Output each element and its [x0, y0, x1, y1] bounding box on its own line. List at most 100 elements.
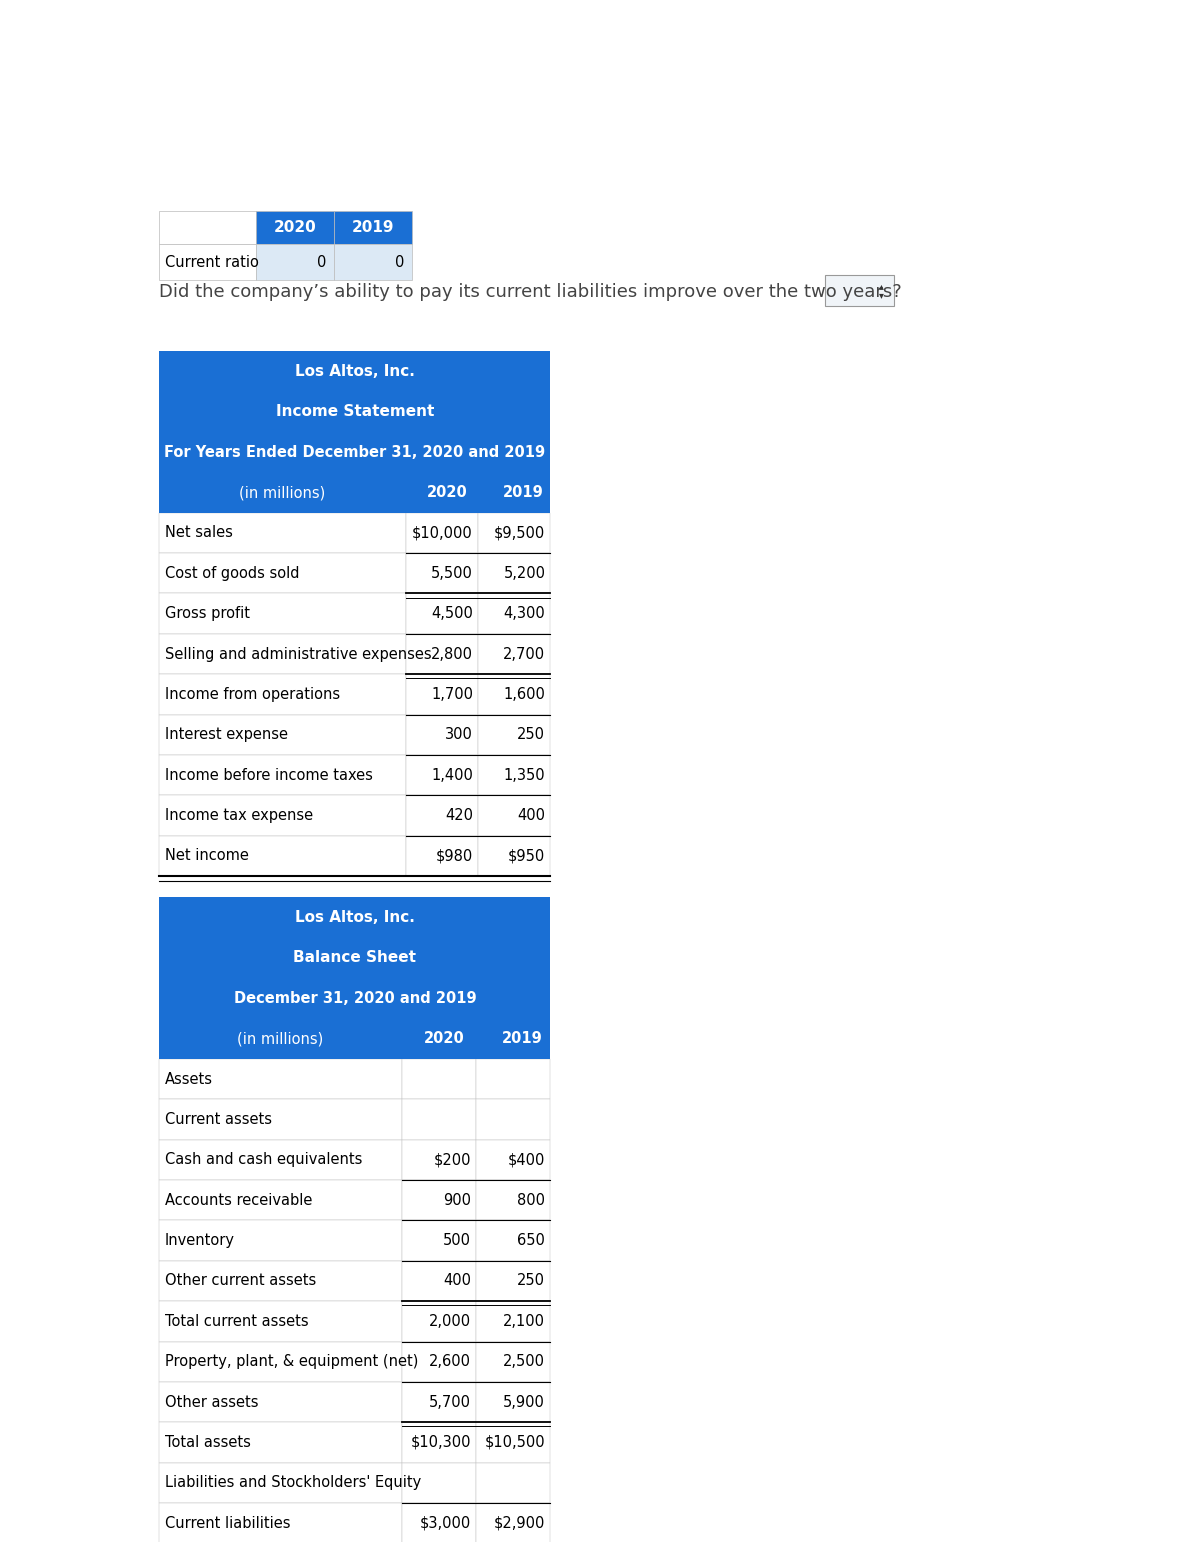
- Bar: [159, 897, 551, 1059]
- Text: Income Statement: Income Statement: [275, 404, 434, 419]
- Text: $2,900: $2,900: [494, 1516, 545, 1531]
- Text: 2,800: 2,800: [431, 646, 472, 662]
- Text: (in millions): (in millions): [240, 486, 325, 500]
- Text: 5,500: 5,500: [431, 566, 472, 581]
- Bar: [159, 634, 406, 674]
- Bar: [478, 796, 551, 836]
- Text: Gross profit: Gross profit: [165, 606, 250, 621]
- Text: Other assets: Other assets: [165, 1394, 259, 1409]
- Text: 2,700: 2,700: [503, 646, 545, 662]
- Text: 0: 0: [317, 254, 326, 270]
- Bar: [478, 836, 551, 876]
- Bar: [402, 1301, 476, 1342]
- Text: 2,000: 2,000: [429, 1314, 471, 1329]
- Text: 4,500: 4,500: [431, 606, 472, 621]
- Text: 250: 250: [518, 728, 545, 742]
- Text: Selling and administrative expenses: Selling and administrative expenses: [165, 646, 432, 662]
- Bar: [402, 1059, 476, 1099]
- Text: Net sales: Net sales: [165, 526, 233, 540]
- Bar: [159, 1059, 402, 1099]
- Bar: [159, 244, 256, 281]
- Bar: [159, 674, 406, 714]
- Text: 1,400: 1,400: [431, 768, 472, 783]
- Text: Net income: Net income: [165, 848, 249, 864]
- Text: $9,500: $9,500: [494, 526, 545, 540]
- Text: Interest expense: Interest expense: [165, 728, 288, 742]
- Bar: [476, 1180, 551, 1220]
- Bar: [476, 1220, 551, 1261]
- Text: $3,000: $3,000: [420, 1516, 471, 1531]
- Bar: [478, 634, 551, 674]
- Text: 2,500: 2,500: [503, 1354, 545, 1369]
- Bar: [476, 1382, 551, 1422]
- Bar: [406, 674, 478, 714]
- Text: 5,700: 5,700: [429, 1394, 471, 1409]
- Bar: [256, 244, 335, 281]
- Bar: [159, 796, 406, 836]
- Text: $10,000: $10,000: [412, 526, 472, 540]
- Bar: [159, 1342, 402, 1382]
- Bar: [478, 756, 551, 796]
- Bar: [402, 1220, 476, 1261]
- Bar: [406, 594, 478, 634]
- Bar: [476, 1059, 551, 1099]
- Text: Total current assets: Total current assets: [165, 1314, 309, 1329]
- Bar: [476, 1422, 551, 1463]
- Text: 420: 420: [445, 808, 472, 823]
- Text: $980: $980: [436, 848, 472, 864]
- Bar: [256, 211, 335, 244]
- Text: Inventory: Inventory: [165, 1234, 235, 1247]
- Bar: [159, 1463, 402, 1503]
- Bar: [406, 756, 478, 796]
- Text: 400: 400: [443, 1274, 471, 1289]
- Bar: [825, 276, 894, 307]
- Text: Balance Sheet: Balance Sheet: [293, 950, 417, 965]
- Text: Income tax expense: Income tax expense: [165, 808, 313, 823]
- Bar: [159, 836, 406, 876]
- Bar: [159, 554, 406, 594]
- Bar: [402, 1422, 476, 1463]
- Text: 2019: 2019: [353, 221, 394, 236]
- Bar: [335, 211, 412, 244]
- Bar: [159, 1140, 402, 1180]
- Text: 2,600: 2,600: [429, 1354, 471, 1369]
- Bar: [159, 1220, 402, 1261]
- Bar: [159, 513, 406, 554]
- Text: Total assets: Total assets: [165, 1436, 250, 1449]
- Text: $10,300: $10,300: [411, 1436, 471, 1449]
- Text: 1,700: 1,700: [431, 686, 472, 702]
- Bar: [406, 554, 478, 594]
- Text: December 31, 2020 and 2019: December 31, 2020 and 2019: [234, 992, 476, 1005]
- Text: (in millions): (in millions): [237, 1032, 324, 1045]
- Bar: [478, 594, 551, 634]
- Text: Income from operations: Income from operations: [165, 686, 339, 702]
- Text: Current liabilities: Current liabilities: [165, 1516, 291, 1531]
- Bar: [402, 1342, 476, 1382]
- Text: 0: 0: [395, 254, 405, 270]
- Text: 300: 300: [445, 728, 472, 742]
- Text: Other current assets: Other current assets: [165, 1274, 316, 1289]
- Bar: [476, 1140, 551, 1180]
- Text: 1,350: 1,350: [503, 768, 545, 783]
- Text: 2,100: 2,100: [503, 1314, 545, 1329]
- Bar: [402, 1463, 476, 1503]
- Bar: [478, 674, 551, 714]
- Text: $950: $950: [508, 848, 545, 864]
- Text: Did the company’s ability to pay its current liabilities improve over the two ye: Did the company’s ability to pay its cur…: [159, 282, 902, 301]
- Bar: [406, 513, 478, 554]
- Bar: [159, 594, 406, 634]
- Bar: [478, 714, 551, 756]
- Text: 650: 650: [518, 1234, 545, 1247]
- Bar: [402, 1180, 476, 1220]
- Bar: [478, 554, 551, 594]
- Text: 2020: 2020: [274, 221, 317, 236]
- Bar: [159, 211, 256, 244]
- Text: 2020: 2020: [426, 486, 468, 500]
- Text: 500: 500: [443, 1234, 471, 1247]
- Bar: [406, 836, 478, 876]
- Bar: [476, 1503, 551, 1542]
- Text: Property, plant, & equipment (net): Property, plant, & equipment (net): [165, 1354, 418, 1369]
- Bar: [402, 1261, 476, 1301]
- Text: 4,300: 4,300: [503, 606, 545, 621]
- Text: Los Altos, Inc.: Los Altos, Inc.: [294, 364, 414, 379]
